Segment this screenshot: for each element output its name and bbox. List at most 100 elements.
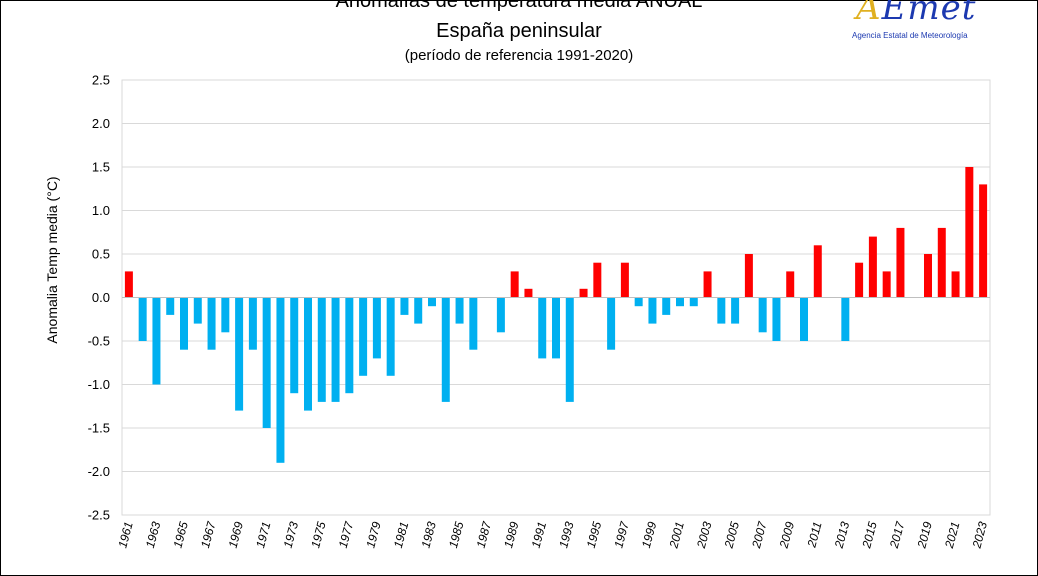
x-tick-label: 1991 <box>529 520 549 549</box>
x-tick-label: 1973 <box>281 520 302 550</box>
bar-1977 <box>345 297 354 394</box>
bar-2000 <box>662 297 671 315</box>
x-tick-label: 1983 <box>418 520 439 550</box>
bar-1971 <box>262 297 271 428</box>
x-tick-label: 2003 <box>694 520 715 551</box>
chart-title: Anomalías de temperatura media ANUAL <box>335 0 703 12</box>
x-tick-label: 1965 <box>170 520 191 550</box>
y-tick-label: 0.0 <box>92 290 110 305</box>
bar-1964 <box>166 297 175 315</box>
bar-1974 <box>304 297 312 411</box>
bar-1969 <box>235 297 244 411</box>
aemet-logo: AEmet Agencia Estatal de Meteorología <box>850 0 990 48</box>
y-tick-label: -1.0 <box>88 377 110 392</box>
bar-1980 <box>386 297 395 376</box>
x-tick-label: 2005 <box>721 520 742 551</box>
y-tick-label: 1.5 <box>92 160 110 175</box>
bar-1978 <box>359 297 368 376</box>
bar-2015 <box>868 236 877 298</box>
x-tick-label: 1981 <box>391 520 411 549</box>
bar-2002 <box>689 297 698 307</box>
bar-1975 <box>317 297 326 402</box>
y-tick-label: 2.0 <box>92 116 110 131</box>
y-tick-label: 1.0 <box>92 203 110 218</box>
y-tick-label: -2.5 <box>88 508 110 523</box>
bar-1994 <box>579 288 588 298</box>
x-tick-label: 1977 <box>336 519 357 550</box>
y-tick-label: 0.5 <box>92 247 110 262</box>
bar-2022 <box>965 167 974 298</box>
bar-1991 <box>538 297 547 359</box>
bar-2005 <box>731 297 740 324</box>
bar-2020 <box>937 227 946 298</box>
bar-1983 <box>428 297 436 307</box>
bar-1985 <box>455 297 464 324</box>
aemet-logo-mark: AEmet <box>856 0 977 28</box>
bar-1979 <box>372 297 381 359</box>
bar-1967 <box>207 297 216 350</box>
bar-1993 <box>565 297 574 402</box>
x-tick-label: 1993 <box>556 520 577 550</box>
bar-2014 <box>855 262 864 298</box>
bar-2004 <box>717 297 726 324</box>
x-tick-label: 1975 <box>308 520 329 550</box>
bar-2023 <box>979 184 988 298</box>
x-tick-label: 2019 <box>914 520 935 551</box>
x-tick-label: 1997 <box>611 519 632 550</box>
bar-2017 <box>896 227 905 298</box>
x-tick-label: 2001 <box>666 520 687 550</box>
y-tick-label: 2.5 <box>92 73 110 88</box>
x-tick-label: 1967 <box>198 519 219 550</box>
bar-1973 <box>290 297 299 394</box>
y-tick-label: -1.5 <box>88 421 110 436</box>
bar-2008 <box>772 297 781 341</box>
bar-1990 <box>524 288 533 298</box>
bar-1999 <box>648 297 657 324</box>
x-tick-label: 2015 <box>859 520 880 551</box>
bar-2003 <box>703 271 712 298</box>
bar-1992 <box>552 297 560 359</box>
bar-1972 <box>276 297 285 463</box>
bar-1962 <box>138 297 147 341</box>
x-tick-label: 1995 <box>584 520 605 550</box>
bar-2007 <box>758 297 767 333</box>
x-tick-label: 1971 <box>253 520 273 549</box>
x-tick-label: 1999 <box>639 520 660 550</box>
bar-1988 <box>496 297 505 333</box>
bar-2006 <box>744 254 753 298</box>
x-tick-label: 2023 <box>969 520 990 551</box>
x-tick-label: 2007 <box>749 519 770 551</box>
bar-1970 <box>248 297 257 350</box>
bar-1998 <box>634 297 643 307</box>
x-tick-label: 1985 <box>446 520 467 550</box>
bar-2021 <box>951 271 960 298</box>
x-tick-label: 2009 <box>776 520 797 551</box>
x-tick-label: 2021 <box>942 520 963 550</box>
y-tick-label: -0.5 <box>88 334 110 349</box>
x-tick-label: 2017 <box>887 519 908 551</box>
bar-1986 <box>469 297 478 350</box>
bar-2013 <box>841 297 850 341</box>
bar-1961 <box>124 271 133 298</box>
bar-2009 <box>786 271 795 298</box>
x-tick-label: 2011 <box>804 520 824 550</box>
bar-1976 <box>331 297 340 402</box>
x-tick-label: 2013 <box>832 520 853 551</box>
bar-1995 <box>593 262 602 298</box>
bar-1963 <box>152 297 161 385</box>
bar-1984 <box>441 297 450 402</box>
bar-2011 <box>813 245 822 298</box>
bar-1989 <box>510 271 519 298</box>
bar-2019 <box>924 254 932 298</box>
bar-1968 <box>221 297 230 333</box>
bar-2010 <box>800 297 808 341</box>
chart-reference-period: (período de referencia 1991-2020) <box>404 47 634 64</box>
x-tick-label: 1961 <box>115 520 135 549</box>
x-tick-label: 1969 <box>226 520 247 550</box>
bar-1981 <box>400 297 409 315</box>
x-tick-label: 1989 <box>501 520 522 550</box>
bar-1965 <box>180 297 188 350</box>
x-tick-label: 1979 <box>363 520 384 550</box>
x-tick-label: 1963 <box>143 520 164 550</box>
